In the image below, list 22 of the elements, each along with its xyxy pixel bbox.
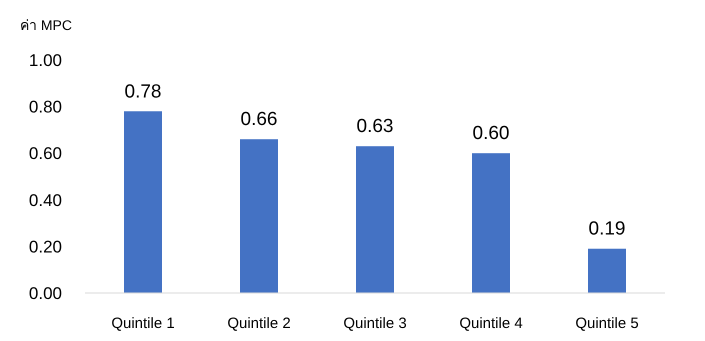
data-label: 0.63	[356, 116, 394, 138]
x-tick-label: Quintile 2	[227, 315, 291, 332]
data-label: 0.60	[472, 123, 510, 144]
x-tick-label: Quintile 1	[111, 315, 175, 332]
y-tick-label: 1.00	[28, 51, 62, 70]
data-label: 0.19	[588, 218, 626, 240]
data-label: 0.66	[240, 109, 278, 130]
x-tick-label: Quintile 3	[343, 315, 407, 332]
y-tick-label: 0.20	[28, 237, 62, 256]
bar	[356, 146, 394, 293]
bar	[240, 139, 278, 293]
y-tick-label: 0.60	[28, 144, 62, 164]
bar	[588, 248, 626, 293]
bar	[472, 153, 510, 293]
bar	[124, 111, 162, 293]
y-tick-label: 0.40	[28, 190, 62, 210]
x-tick-label: Quintile 4	[459, 315, 523, 332]
data-label: 0.78	[124, 81, 162, 102]
y-tick-label: 0.00	[28, 284, 62, 303]
y-axis-title: ค่า MPC	[20, 17, 72, 33]
y-tick-label: 0.80	[28, 98, 62, 117]
x-tick-label: Quintile 5	[575, 315, 639, 332]
